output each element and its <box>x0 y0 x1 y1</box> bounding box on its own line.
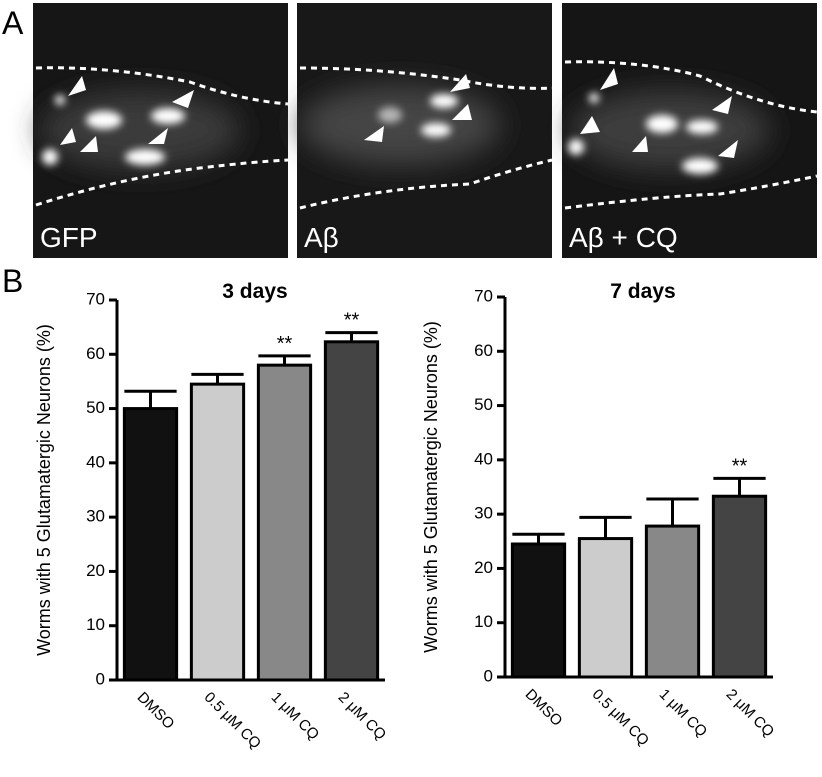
panel-label: A <box>2 5 24 41</box>
x-tick-label: 1 μM CQ <box>268 689 323 744</box>
chart-title: 3 days <box>222 280 287 303</box>
y-tick-label: 30 <box>86 507 105 526</box>
x-tick-label: 0.5 μM CQ <box>201 689 265 753</box>
bar <box>510 542 567 679</box>
significance: ** <box>344 310 360 332</box>
y-tick-label: 60 <box>474 341 493 360</box>
y-tick-label: 20 <box>474 558 493 577</box>
y-tick-label: 30 <box>474 504 493 523</box>
x-tick-label: 0.5 μM CQ <box>589 686 653 750</box>
image-label: Aβ <box>304 222 339 253</box>
y-tick-label: 40 <box>474 449 493 468</box>
micrograph: Aβ <box>297 3 553 258</box>
y-axis-label: Worms with 5 Glutamatergic Neurons (%) <box>421 321 441 653</box>
chart-title: 7 days <box>610 280 675 303</box>
significance: ** <box>277 333 293 355</box>
y-axis-label: Worms with 5 Glutamatergic Neurons (%) <box>34 324 54 656</box>
bar <box>189 382 246 682</box>
y-tick-label: 10 <box>86 615 105 634</box>
x-tick-label: 2 μM CQ <box>335 689 390 744</box>
y-tick-label: 10 <box>474 612 493 631</box>
x-tick-label: DMSO <box>134 689 178 733</box>
y-tick-label: 0 <box>96 669 105 688</box>
image-label: Aβ + CQ <box>569 222 678 253</box>
micrograph: Aβ + CQ <box>562 3 818 258</box>
x-tick-label: DMSO <box>522 686 566 730</box>
y-tick-label: 60 <box>86 344 105 363</box>
y-tick-label: 70 <box>474 286 493 305</box>
micrograph: GFP <box>33 3 289 258</box>
bar <box>644 524 701 679</box>
bar <box>577 537 634 679</box>
x-tick-label: 2 μM CQ <box>723 686 778 741</box>
y-tick-label: 50 <box>474 395 493 414</box>
y-tick-label: 40 <box>86 452 105 471</box>
bar <box>256 363 313 682</box>
significance: ** <box>732 455 748 477</box>
bar <box>711 494 768 679</box>
y-tick-label: 70 <box>86 289 105 308</box>
bar <box>122 407 179 682</box>
x-tick-label: 1 μM CQ <box>656 686 711 741</box>
bar <box>323 340 380 682</box>
y-tick-label: 20 <box>86 561 105 580</box>
y-tick-label: 50 <box>86 398 105 417</box>
panel-label: B <box>2 263 23 299</box>
image-label: GFP <box>40 222 98 253</box>
y-tick-label: 0 <box>484 666 493 685</box>
